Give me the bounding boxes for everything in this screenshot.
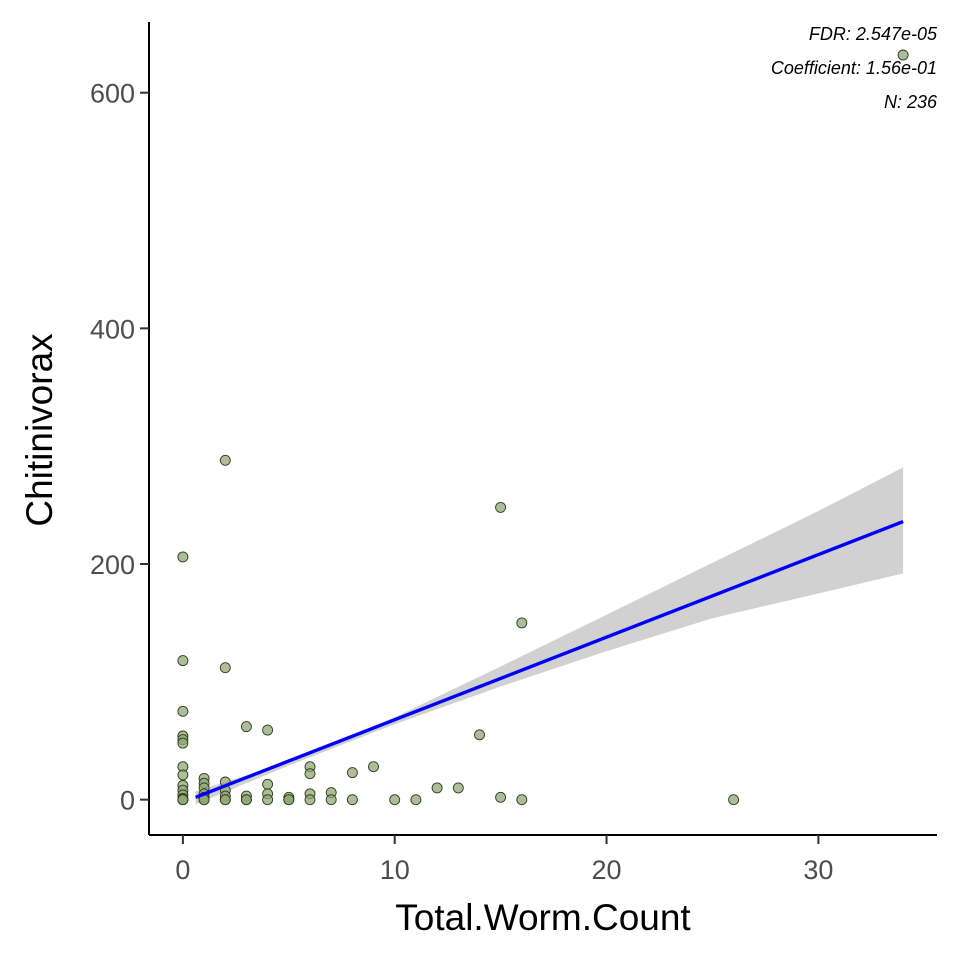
data-point	[262, 724, 274, 736]
data-point	[495, 791, 507, 803]
y-tick-label: 400	[90, 314, 135, 344]
data-point	[474, 729, 485, 741]
data-point	[368, 761, 379, 773]
x-tick-label: 20	[592, 855, 622, 885]
y-tick-labels: 0 200 400 600	[90, 79, 135, 816]
coefficient-annotation: Coefficient: 1.56e-01	[771, 58, 937, 78]
fit-line-layer	[194, 519, 904, 799]
data-point	[346, 767, 358, 779]
x-axis-title: Total.Worm.Count	[395, 897, 691, 938]
data-point	[304, 768, 316, 780]
data-point	[410, 794, 422, 806]
x-tick-labels: 0 10 20 30	[175, 855, 833, 885]
data-point	[728, 794, 740, 806]
data-point	[240, 794, 252, 806]
y-tick-label: 200	[90, 550, 135, 580]
data-point	[177, 655, 189, 667]
data-point	[240, 721, 252, 733]
data-point	[897, 49, 909, 61]
data-point	[304, 794, 316, 806]
data-point	[346, 794, 358, 806]
x-tick-label: 30	[803, 855, 833, 885]
data-point	[177, 737, 189, 749]
fdr-annotation: FDR: 2.547e-05	[809, 24, 938, 44]
y-axis-title: Chitinivorax	[19, 333, 60, 527]
data-point	[177, 794, 189, 806]
n-annotation: N: 236	[884, 92, 938, 112]
data-point	[219, 662, 231, 674]
x-tick-label: 0	[175, 855, 190, 885]
data-point	[389, 794, 401, 806]
points-layer	[177, 49, 909, 806]
data-point	[262, 794, 274, 806]
regression-line	[194, 519, 904, 799]
data-point	[219, 794, 231, 806]
data-point	[177, 705, 189, 717]
data-point	[516, 794, 528, 806]
data-point	[219, 454, 231, 466]
data-point	[177, 769, 189, 781]
y-tick-label: 600	[90, 79, 135, 109]
axes-layer	[140, 22, 937, 844]
confidence-band	[195, 467, 904, 805]
ci-band-layer	[195, 467, 904, 805]
data-point	[516, 617, 528, 629]
data-point	[262, 778, 274, 790]
y-tick-label: 0	[120, 786, 135, 816]
data-point	[452, 782, 464, 794]
data-point	[495, 501, 507, 513]
data-point	[283, 794, 295, 806]
data-point	[431, 782, 443, 794]
data-point	[177, 551, 189, 563]
data-point	[325, 794, 337, 806]
x-tick-label: 10	[380, 855, 410, 885]
